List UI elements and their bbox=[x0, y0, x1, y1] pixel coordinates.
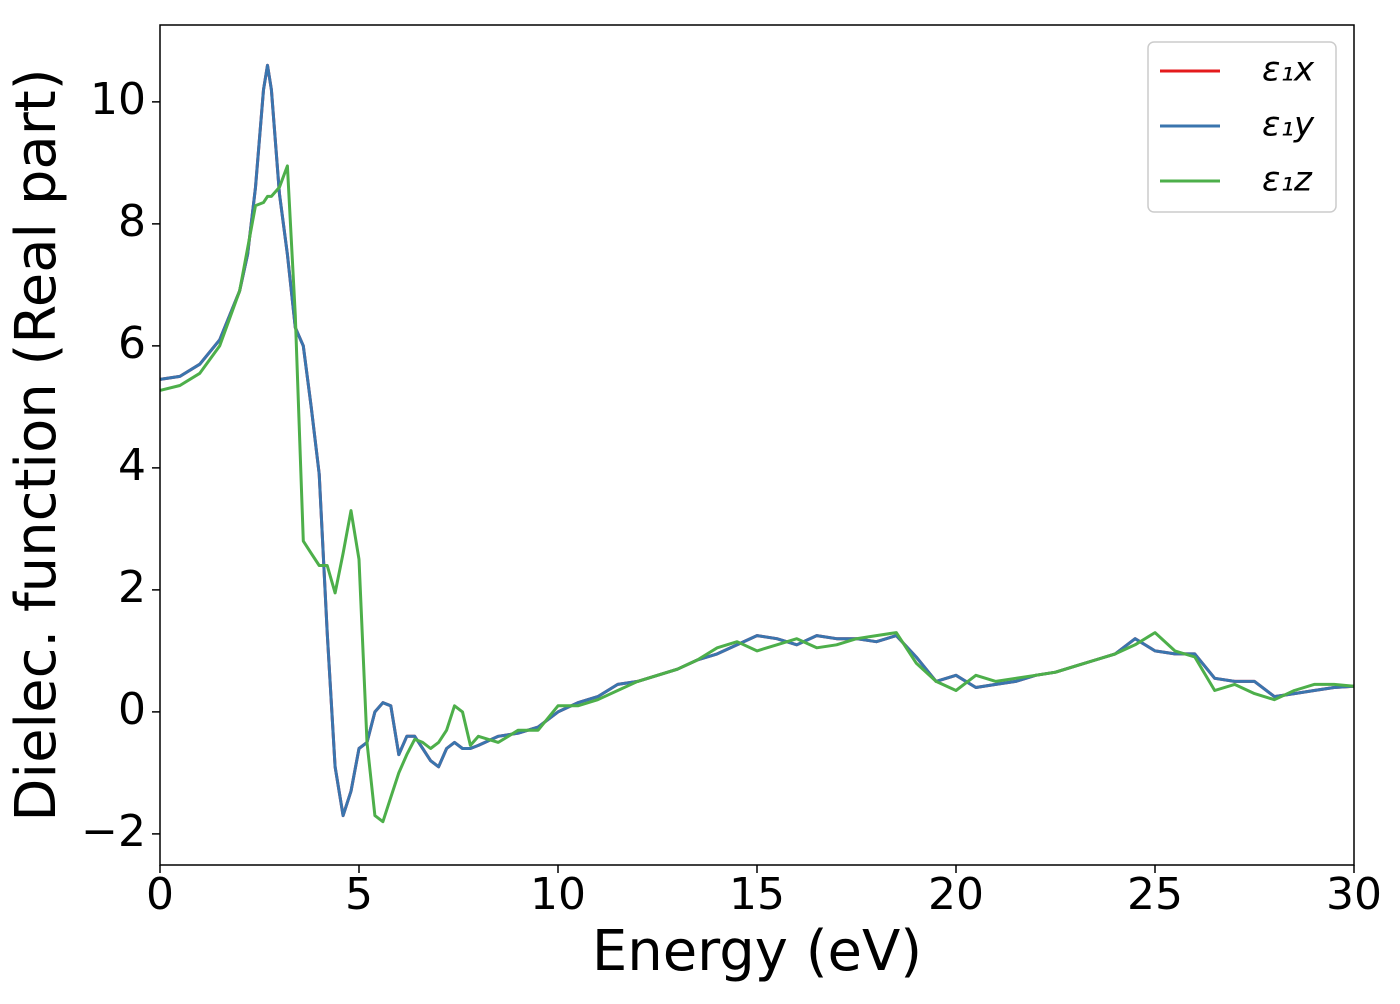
legend-box bbox=[1147, 41, 1337, 213]
x-tick-label: 10 bbox=[530, 869, 586, 920]
legend-label: ε₁x bbox=[1262, 50, 1315, 90]
x-tick-label: 5 bbox=[345, 869, 373, 920]
y-tick-label: 4 bbox=[118, 440, 146, 491]
y-tick-label: 8 bbox=[118, 196, 146, 247]
series-line bbox=[159, 164, 1355, 824]
x-tick-label: 20 bbox=[928, 869, 984, 920]
y-tick-label: 6 bbox=[118, 318, 146, 369]
plot-frame bbox=[159, 24, 1355, 866]
x-tick-label: 15 bbox=[729, 869, 785, 920]
legend-label: ε₁y bbox=[1262, 105, 1315, 145]
x-tick-label: 25 bbox=[1127, 869, 1183, 920]
legend-label: ε₁z bbox=[1262, 160, 1313, 200]
x-tick-label: 0 bbox=[146, 869, 174, 920]
y-tick-label: −2 bbox=[81, 806, 146, 857]
y-tick-label: 0 bbox=[118, 684, 146, 735]
y-axis-label: Dielec. function (Real part) bbox=[4, 68, 69, 821]
x-tick-label: 30 bbox=[1326, 869, 1382, 920]
x-axis-label: Energy (eV) bbox=[592, 919, 922, 984]
y-tick-label: 2 bbox=[118, 562, 146, 613]
y-tick-label: 10 bbox=[90, 74, 146, 125]
